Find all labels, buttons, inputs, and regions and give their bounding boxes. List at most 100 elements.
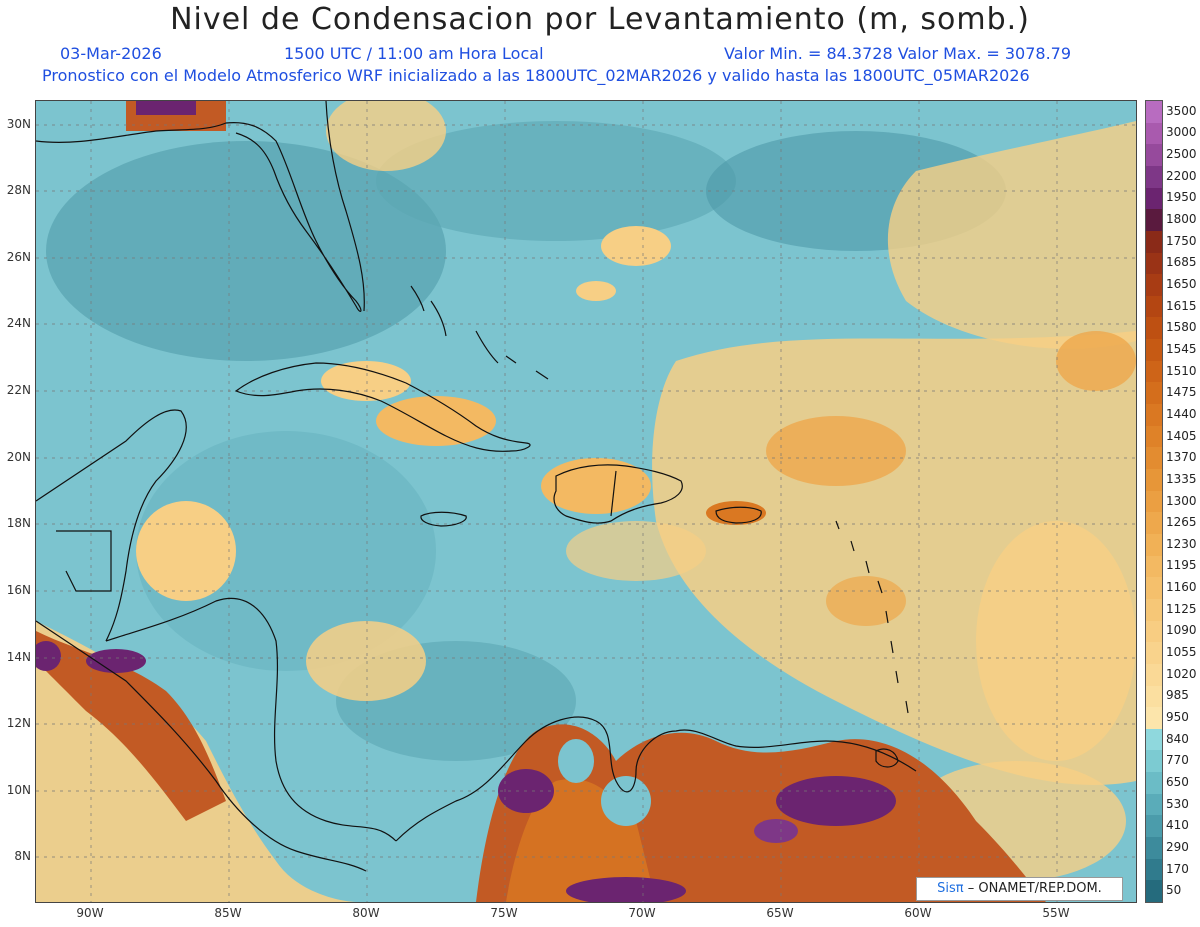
colorbar-cell xyxy=(1146,858,1162,881)
lon-label-90w: 90W xyxy=(76,906,104,920)
forecast-time: 1500 UTC / 11:00 am Hora Local xyxy=(284,44,544,63)
lon-label-60w: 60W xyxy=(904,906,932,920)
colorbar-cell xyxy=(1146,815,1162,838)
colorbar-cell xyxy=(1146,469,1162,492)
lon-label-75w: 75W xyxy=(490,906,518,920)
lat-label-16n: 16N xyxy=(6,583,31,597)
colorbar-label: 3500 xyxy=(1166,103,1197,118)
colorbar-label: 170 xyxy=(1166,861,1189,876)
colorbar-cell xyxy=(1146,230,1162,254)
colorbar-label: 1580 xyxy=(1166,320,1197,335)
colorbar-label: 1300 xyxy=(1166,493,1197,508)
colorbar-cell xyxy=(1146,295,1162,318)
lat-label-8n: 8N xyxy=(14,849,31,863)
colorbar-label: 1090 xyxy=(1166,623,1197,638)
colorbar-label: 1545 xyxy=(1166,341,1197,356)
colorbar-cell xyxy=(1146,512,1162,535)
colorbar-cell xyxy=(1146,750,1162,773)
colorbar-cell xyxy=(1146,317,1162,340)
colorbar-cell xyxy=(1146,555,1162,578)
colorbar-label: 1650 xyxy=(1166,277,1197,291)
colorbar-label: 1800 xyxy=(1166,212,1197,227)
colorbar-cell xyxy=(1146,772,1162,795)
colorbar-label: 1335 xyxy=(1166,471,1197,486)
lon-label-85w: 85W xyxy=(214,906,242,920)
model-info: Pronostico con el Modelo Atmosferico WRF… xyxy=(42,66,1030,85)
colorbar-label: 950 xyxy=(1166,709,1189,724)
colorbar-cell xyxy=(1146,663,1162,686)
colorbar-cell xyxy=(1146,144,1162,167)
colorbar-label: 290 xyxy=(1166,839,1189,854)
colorbar-cell xyxy=(1146,685,1162,708)
colorbar-cell xyxy=(1146,165,1162,189)
colorbar-cell xyxy=(1146,837,1162,860)
colorbar-cell xyxy=(1146,707,1162,730)
colorbar-label: 2500 xyxy=(1166,147,1197,162)
map-panel xyxy=(35,100,1137,903)
colorbar-label: 1750 xyxy=(1166,233,1197,248)
lat-label-12n: 12N xyxy=(6,716,31,730)
colorbar-cell xyxy=(1146,793,1162,816)
colorbar-label: 985 xyxy=(1166,688,1189,703)
colorbar-label: 3000 xyxy=(1166,125,1197,140)
lat-label-18n: 18N xyxy=(6,516,31,530)
lat-label-26n: 26N xyxy=(6,250,31,264)
colorbar-cell xyxy=(1146,642,1162,665)
lat-label-28n: 28N xyxy=(6,183,31,197)
lat-label-20n: 20N xyxy=(6,450,31,464)
colorbar-label: 770 xyxy=(1166,753,1189,768)
forecast-date: 03-Mar-2026 xyxy=(60,44,162,63)
colorbar-cell xyxy=(1146,339,1162,362)
colorbar-cell xyxy=(1146,101,1162,124)
colorbar-label: 1405 xyxy=(1166,428,1197,443)
lon-label-65w: 65W xyxy=(766,906,794,920)
lon-label-80w: 80W xyxy=(352,906,380,920)
lat-label-10n: 10N xyxy=(6,783,31,797)
map-title: Nivel de Condensacion por Levantamiento … xyxy=(170,2,1030,37)
colorbar-cell xyxy=(1146,490,1162,513)
value-min-max: Valor Min. = 84.3728 Valor Max. = 3078.7… xyxy=(724,44,1072,63)
colorbar-label: 1125 xyxy=(1166,601,1197,616)
colorbar-cell xyxy=(1146,533,1162,557)
colorbar-cell xyxy=(1146,404,1162,427)
sispi-logo-text: Sisπ xyxy=(937,881,964,896)
colorbar-label: 650 xyxy=(1166,774,1189,789)
colorbar-label: 2200 xyxy=(1166,168,1197,183)
colorbar-cell xyxy=(1146,122,1162,145)
colorbar-label: 1020 xyxy=(1166,666,1197,681)
colorbar-cell xyxy=(1146,360,1162,383)
lcl-shading xyxy=(36,101,1136,902)
colorbar-cell xyxy=(1146,425,1162,448)
colorbar-cell xyxy=(1146,209,1162,232)
coastlines xyxy=(36,101,917,872)
colorbar-cell xyxy=(1146,620,1162,643)
credit-org: – ONAMET/REP.DOM. xyxy=(967,881,1102,896)
colorbar-cell xyxy=(1146,728,1162,751)
colorbar-label: 1685 xyxy=(1166,255,1197,270)
colorbar-cell xyxy=(1146,447,1162,470)
lon-label-70w: 70W xyxy=(628,906,656,920)
colorbar-cell xyxy=(1146,577,1162,600)
colorbar-label: 1510 xyxy=(1166,363,1197,378)
lcl-field-map xyxy=(36,101,1136,902)
colorbar-cell xyxy=(1146,598,1162,622)
lat-label-30n: 30N xyxy=(6,117,31,131)
colorbar-label: 1195 xyxy=(1166,558,1197,573)
colorbar-cell xyxy=(1146,274,1162,297)
colorbar-label: 1055 xyxy=(1166,645,1197,660)
colorbar-label: 410 xyxy=(1166,818,1189,833)
colorbar-cell xyxy=(1146,880,1162,903)
lat-lon-gridlines xyxy=(36,101,1136,902)
lat-label-14n: 14N xyxy=(6,650,31,664)
lat-label-22n: 22N xyxy=(6,383,31,397)
colorbar-cell xyxy=(1146,382,1162,405)
colorbar xyxy=(1145,100,1163,903)
colorbar-cell xyxy=(1146,187,1162,210)
colorbar-label: 1230 xyxy=(1166,536,1197,551)
credit-box: Sisπ – ONAMET/REP.DOM. xyxy=(916,877,1123,901)
colorbar-label: 1370 xyxy=(1166,450,1197,465)
colorbar-label: 1265 xyxy=(1166,515,1197,530)
colorbar-cell xyxy=(1146,252,1162,275)
colorbar-label: 1475 xyxy=(1166,385,1197,400)
colorbar-label: 1950 xyxy=(1166,190,1197,205)
